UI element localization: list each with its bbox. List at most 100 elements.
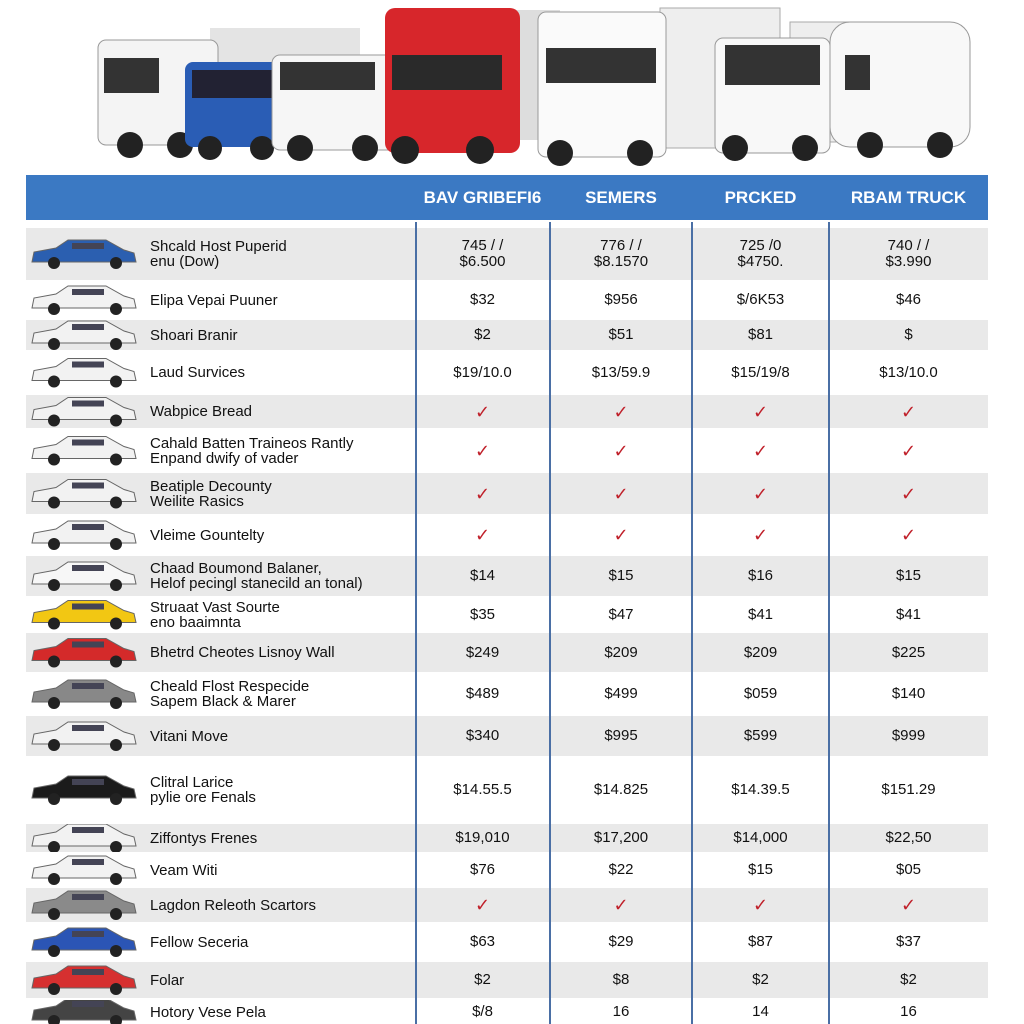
text-line: $340 bbox=[465, 727, 500, 744]
text-line: Elipa Vepai Puuner bbox=[150, 291, 278, 309]
text-line: $16 bbox=[747, 567, 774, 584]
table-row bbox=[26, 320, 988, 350]
table-cell: $8 bbox=[550, 962, 692, 998]
car-icon bbox=[31, 855, 137, 885]
row-label: Vitani Move bbox=[150, 716, 415, 756]
table-cell: $995 bbox=[550, 716, 692, 756]
text-line: $19,010 bbox=[455, 829, 510, 846]
table-cell: $19/10.0 bbox=[415, 352, 550, 393]
column-header: SEMERS bbox=[585, 187, 657, 207]
text-line: Ziffontys Frenes bbox=[150, 829, 258, 847]
text-line: 725 /0 bbox=[739, 237, 782, 254]
text-line: $15 bbox=[608, 567, 634, 584]
table-cell: $22 bbox=[550, 854, 692, 886]
text-line: $225 bbox=[891, 643, 926, 661]
car-icon bbox=[31, 320, 137, 350]
text-line: Veam Witi bbox=[150, 861, 218, 879]
text-line: $14 bbox=[469, 567, 496, 584]
car-icon bbox=[31, 436, 137, 466]
text-line: Bhetrd Cheotes Lisnoy Wall bbox=[150, 644, 335, 661]
text-line: $2 bbox=[474, 971, 491, 988]
row-label: Struaat Vast Sourte eno baaimnta bbox=[150, 598, 415, 631]
table-cell: 725 /0 $4750. bbox=[692, 228, 829, 280]
car-icon bbox=[31, 239, 137, 269]
table-row bbox=[26, 758, 988, 822]
row-label: Bhetrd Cheotes Lisnoy Wall bbox=[150, 633, 415, 672]
table-cell: ✓ bbox=[692, 516, 829, 554]
car-icon bbox=[31, 927, 137, 957]
text-line: Wabpice Bread bbox=[150, 403, 252, 420]
text-line: $22,50 bbox=[885, 829, 932, 846]
text-line: $17,200 bbox=[593, 829, 649, 846]
row-label: Clitral Larice pylie ore Fenals bbox=[150, 758, 415, 822]
text-line: $ bbox=[904, 326, 913, 343]
car-icon bbox=[31, 679, 137, 709]
check-mark: ✓ bbox=[900, 401, 917, 422]
truck-white-2 bbox=[271, 54, 403, 161]
text-line: $151.29 bbox=[881, 781, 936, 798]
table-cell: $340 bbox=[415, 716, 550, 756]
table-cell: 16 bbox=[550, 1000, 692, 1024]
text-line: Vleime Gountelty bbox=[150, 526, 265, 544]
text-line: 16 bbox=[900, 1003, 917, 1020]
check-mark: ✓ bbox=[474, 525, 491, 545]
check-mark: ✓ bbox=[900, 440, 917, 461]
text-line: 740 / / bbox=[887, 237, 930, 254]
table-row bbox=[26, 962, 988, 998]
car-icon bbox=[31, 285, 137, 315]
table-cell: $151.29 bbox=[829, 758, 988, 822]
check-mark: ✓ bbox=[752, 440, 769, 461]
check-mark: ✓ bbox=[900, 525, 917, 545]
truck-banner bbox=[97, 7, 971, 166]
row-label: Cahald Batten Traineos Rantly Enpand dwif… bbox=[150, 430, 415, 471]
car-icon bbox=[31, 1000, 137, 1024]
table-cell: $87 bbox=[692, 924, 829, 960]
text-line: Hotory Vese Pela bbox=[150, 1003, 266, 1021]
table-cell: $599 bbox=[692, 716, 829, 756]
car-icon bbox=[31, 965, 137, 995]
text-line: $41 bbox=[895, 605, 922, 623]
text-line: 14 bbox=[752, 1003, 769, 1020]
table-row bbox=[26, 556, 988, 596]
row-label: Shoari Branir bbox=[150, 320, 415, 350]
table-row bbox=[26, 395, 988, 428]
table-cell: $46 bbox=[829, 282, 988, 318]
row-label: Laud Survices bbox=[150, 352, 415, 393]
table-cell: $29 bbox=[550, 924, 692, 960]
table-cell: $/6K53 bbox=[692, 282, 829, 318]
row-label: Folar bbox=[150, 962, 415, 998]
text-line: $209 bbox=[743, 643, 778, 661]
text-line: $14.55.5 bbox=[453, 781, 512, 798]
row-label: Cheald Flost Respecide Sapem Black & Mare… bbox=[150, 674, 415, 714]
text-line: Helof pecingl stanecild an tonal) bbox=[150, 575, 363, 592]
table-cell: $14 bbox=[415, 556, 550, 596]
text-line: Struaat Vast Sourte bbox=[150, 598, 280, 616]
table-cell: ✓ bbox=[550, 473, 692, 514]
table-cell: $489 bbox=[415, 674, 550, 714]
text-line: $3.990 bbox=[885, 253, 932, 270]
text-line: $41 bbox=[747, 605, 774, 623]
text-line: $76 bbox=[469, 861, 496, 878]
table-cell: $76 bbox=[415, 854, 550, 886]
table-cell: $140 bbox=[829, 674, 988, 714]
car-icon bbox=[31, 775, 137, 805]
truck-blue bbox=[185, 62, 290, 160]
text-line: $599 bbox=[743, 727, 778, 744]
table-cell: $/8 bbox=[415, 1000, 550, 1024]
table-cell: $16 bbox=[692, 556, 829, 596]
row-label: Vleime Gountelty bbox=[150, 516, 415, 554]
column-header: PRCKED bbox=[724, 187, 797, 207]
column-header: RBAM TRUCK bbox=[850, 187, 967, 207]
text-line: $2 bbox=[752, 971, 769, 988]
table-cell: 14 bbox=[692, 1000, 829, 1024]
column-divider bbox=[828, 222, 830, 1024]
table-cell: ✓ bbox=[692, 888, 829, 922]
table-cell: $22,50 bbox=[829, 824, 988, 852]
text-line: $15 bbox=[895, 567, 922, 584]
text-line: $059 bbox=[743, 685, 778, 702]
text-line: Cheald Flost Respecide bbox=[150, 678, 310, 695]
car-icon bbox=[31, 721, 137, 751]
table-cell: $41 bbox=[692, 598, 829, 631]
text-line: $2 bbox=[900, 971, 917, 988]
